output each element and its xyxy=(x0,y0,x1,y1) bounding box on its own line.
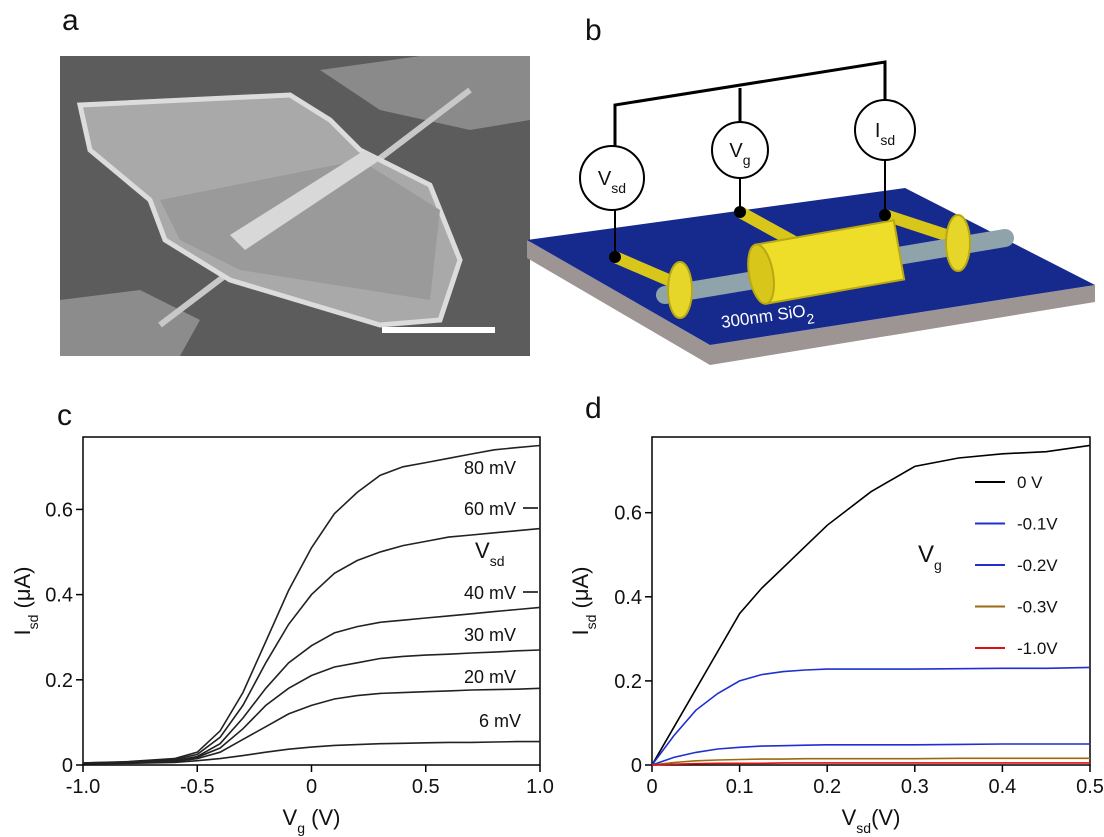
meter-symbol: V xyxy=(598,168,612,190)
y-axis-label-part: sd xyxy=(25,615,41,630)
legend-label: -0.1V xyxy=(1017,515,1058,534)
y-axis-label-part: I xyxy=(568,629,593,635)
x-tick-label: 0.5 xyxy=(1076,776,1104,798)
legend-title-part: V xyxy=(918,541,934,568)
x-axis-label-part: (V) xyxy=(871,805,900,830)
y-axis-label: Isd (μA) xyxy=(568,566,599,635)
legend-title: Vsd xyxy=(475,538,504,569)
panel-label: b xyxy=(585,14,602,47)
panel-label: c xyxy=(57,399,72,432)
y-axis-label-part: (μA) xyxy=(568,566,593,614)
meter-sub: sd xyxy=(611,180,626,196)
meter-label: Vsd xyxy=(598,168,626,196)
meter-symbol: V xyxy=(729,140,743,162)
x-axis-label-part: sd xyxy=(856,820,871,836)
meter-symbol: I xyxy=(875,120,881,142)
x-tick-label: 0.3 xyxy=(901,776,929,798)
x-axis-label-part: g xyxy=(297,820,305,836)
y-tick-label: 0.6 xyxy=(45,499,73,521)
series-label: 30 mV xyxy=(464,625,516,645)
y-axis-label-part: I xyxy=(10,629,35,635)
data-line xyxy=(651,743,1090,766)
y-tick-label: 0.2 xyxy=(45,670,73,692)
series-label: 20 mV xyxy=(464,667,516,687)
x-tick-label: 0.5 xyxy=(412,776,440,798)
legend-title-part: sd xyxy=(490,553,505,569)
y-tick-label: 0.4 xyxy=(45,585,73,607)
x-tick-label: 0.1 xyxy=(726,776,754,798)
legend-title-part: V xyxy=(475,538,490,563)
y-axis-label-part: sd xyxy=(583,615,599,630)
x-axis-label-part: (V) xyxy=(305,805,340,830)
y-tick-label: 0.6 xyxy=(614,503,642,525)
x-axis-label-part: V xyxy=(283,805,298,830)
data-line xyxy=(651,757,1090,766)
y-tick-label: 0.2 xyxy=(614,671,642,693)
series-label: 40 mV xyxy=(464,583,516,603)
data-line xyxy=(651,762,1090,766)
y-tick-label: 0.4 xyxy=(614,587,642,609)
legend-label: 0 V xyxy=(1017,473,1043,492)
plot-frame xyxy=(651,436,1091,766)
sem-image xyxy=(60,56,530,356)
legend-label: -0.2V xyxy=(1017,556,1058,575)
legend-label: -1.0V xyxy=(1017,639,1058,658)
meter-label: Vg xyxy=(729,140,750,168)
meter-sub: g xyxy=(743,152,751,168)
device-diagram xyxy=(527,60,1095,365)
x-tick-label: 0.4 xyxy=(988,776,1016,798)
meter-label: Isd xyxy=(875,120,895,148)
data-line xyxy=(651,666,1091,766)
data-line xyxy=(82,444,541,764)
series-label: 80 mV xyxy=(464,458,516,478)
series-label: 6 mV xyxy=(479,711,521,731)
x-tick-label: 0 xyxy=(306,776,317,798)
substrate-sub: 2 xyxy=(806,310,816,327)
panel-label: d xyxy=(585,392,602,425)
legend-label: -0.3V xyxy=(1017,598,1058,617)
x-axis-label: Vg (V) xyxy=(283,805,341,836)
x-tick-label: 0 xyxy=(646,776,657,798)
y-tick-label: 0 xyxy=(62,755,73,777)
data-line xyxy=(82,527,541,764)
x-tick-label: -1.0 xyxy=(66,776,100,798)
y-axis-label: Isd (μA) xyxy=(10,566,41,635)
x-tick-label: 1.0 xyxy=(526,776,554,798)
data-line xyxy=(651,444,1091,766)
x-axis-label: Vsd(V) xyxy=(842,805,901,836)
x-axis-label-part: V xyxy=(842,805,857,830)
y-axis-label-part: (μA) xyxy=(10,566,35,614)
series-label: 60 mV xyxy=(464,499,516,519)
x-tick-label: 0.2 xyxy=(813,776,841,798)
data-line xyxy=(82,740,540,765)
x-tick-label: -0.5 xyxy=(180,776,214,798)
legend-title-part: g xyxy=(934,557,942,573)
y-tick-label: 0 xyxy=(631,755,642,777)
data-line xyxy=(82,606,541,765)
legend-title: Vg xyxy=(918,541,942,573)
meter-sub: sd xyxy=(880,132,895,148)
panel-label: a xyxy=(62,4,79,37)
data-line xyxy=(82,687,541,765)
